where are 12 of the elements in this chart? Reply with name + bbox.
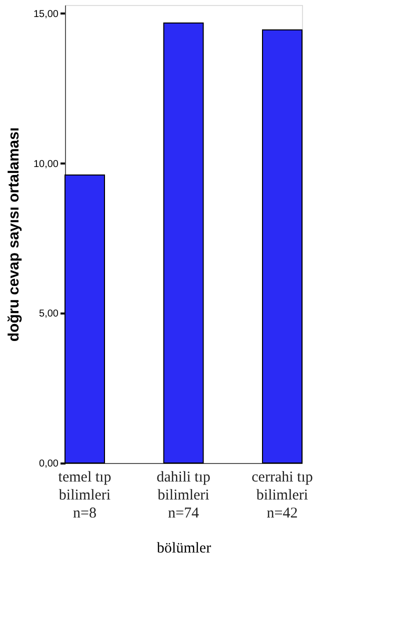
- x-tick-label: cerrahi tıp bilimleri n=42: [252, 470, 313, 522]
- bar: [163, 22, 204, 464]
- bar: [262, 29, 302, 464]
- y-tick-label: 10,00: [33, 158, 59, 170]
- x-tick-label: temel tıp bilimleri n=8: [58, 470, 112, 522]
- y-tick-label: 5,00: [39, 308, 59, 320]
- x-tick-label: dahili tıp bilimleri n=74: [156, 470, 210, 522]
- y-axis-title: doğru cevap sayısı ortalaması: [5, 127, 22, 342]
- bar: [64, 174, 105, 464]
- y-tick-label: 0,00: [39, 458, 59, 470]
- x-axis-title: bölümler: [156, 540, 212, 556]
- y-tick-label: 15,00: [33, 8, 59, 20]
